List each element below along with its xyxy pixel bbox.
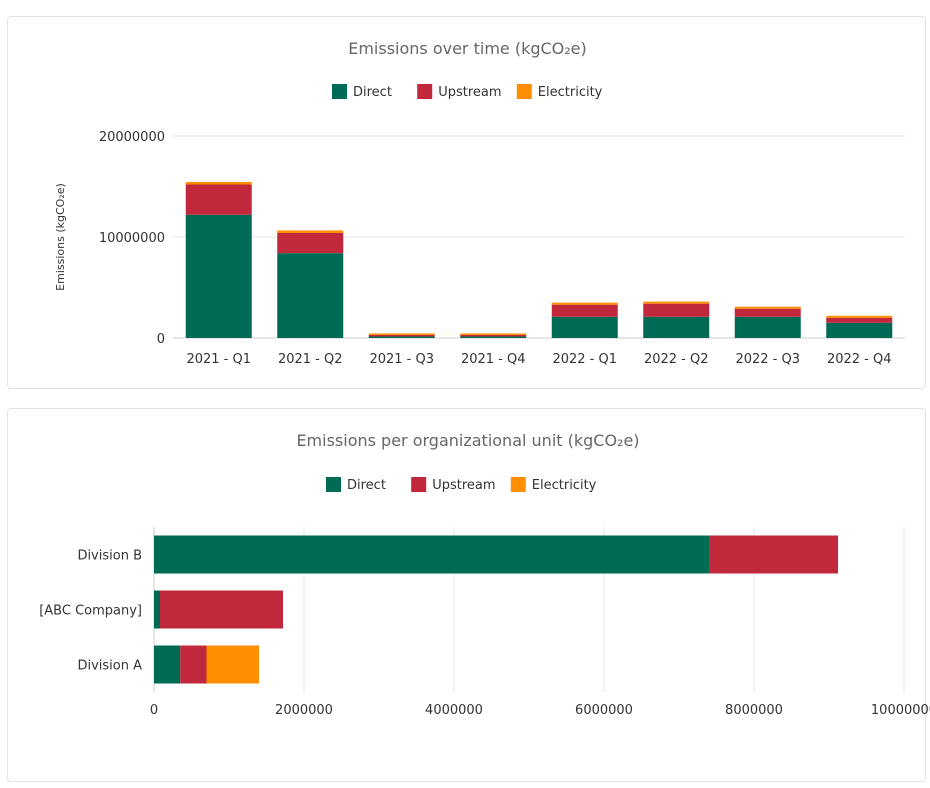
legend-swatch xyxy=(417,84,433,99)
x-tick-label: 0 xyxy=(150,703,158,718)
bar-upstream-2021-q2[interactable] xyxy=(277,232,344,254)
bar-upstream-abc-company[interactable] xyxy=(160,590,283,629)
chart-title: Emissions per organizational unit (kgCO₂… xyxy=(296,431,639,450)
bar-upstream-2021-q3[interactable] xyxy=(368,334,435,337)
bar-electricity-2021-q1[interactable] xyxy=(185,181,252,185)
bars xyxy=(154,535,838,684)
legend-item-upstream[interactable]: Upstream xyxy=(417,84,502,100)
bar-upstream-2022-q2[interactable] xyxy=(643,303,710,317)
bar-upstream-division-b[interactable] xyxy=(709,535,838,574)
bar-upstream-2022-q1[interactable] xyxy=(551,304,618,317)
bar-direct-2022-q4[interactable] xyxy=(826,322,893,338)
legend-swatch xyxy=(411,477,427,492)
legend-label: Direct xyxy=(347,478,386,493)
emissions-per-unit-card: Emissions per organizational unit (kgCO₂… xyxy=(7,408,930,782)
x-axis: 2021 - Q1 2021 - Q2 2021 - Q3 2021 - Q4 2022… xyxy=(186,352,891,367)
bar-direct-2021-q3[interactable] xyxy=(368,336,435,338)
y-axis: 0 10000000 20000000 xyxy=(99,130,165,347)
x-tick-label: 2021 - Q4 xyxy=(461,352,526,367)
x-tick-label: 2021 - Q2 xyxy=(278,352,343,367)
legend-item-upstream[interactable]: Upstream xyxy=(411,477,496,493)
bar-electricity-2021-q3[interactable] xyxy=(368,333,435,335)
emissions-over-time-chart: Emissions over time (kgCO₂e) Direct Upstre… xyxy=(54,39,905,367)
bar-direct-2022-q2[interactable] xyxy=(643,316,710,338)
bar-electricity-2021-q2[interactable] xyxy=(277,230,344,233)
bar-electricity-2021-q4[interactable] xyxy=(460,333,527,335)
y-tick-label: [ABC Company] xyxy=(39,604,142,619)
x-axis: 0 2000000 4000000 6000000 8000000 10000000 xyxy=(150,703,930,718)
emissions-per-unit-chart: Emissions per organizational unit (kgCO₂… xyxy=(39,431,930,718)
legend: Direct Upstream Electricity xyxy=(326,477,597,493)
legend-label: Direct xyxy=(353,85,392,100)
x-tick-label: 2022 - Q3 xyxy=(735,352,800,367)
y-tick-label: Division A xyxy=(77,659,142,674)
bar-direct-2021-q2[interactable] xyxy=(277,253,344,338)
bar-electricity-2022-q3[interactable] xyxy=(734,306,801,309)
bar-direct-2021-q4[interactable] xyxy=(460,336,527,338)
x-tick-label: 4000000 xyxy=(425,703,483,718)
x-tick-label: 8000000 xyxy=(725,703,783,718)
legend-label: Upstream xyxy=(438,85,501,100)
legend-label: Upstream xyxy=(432,478,495,493)
y-tick-label: 20000000 xyxy=(99,130,165,145)
y-axis-title: Emissions (kgCO₂e) xyxy=(54,183,67,291)
legend-label: Electricity xyxy=(532,478,597,493)
x-tick-label: 2021 - Q1 xyxy=(186,352,251,367)
bar-electricity-2022-q4[interactable] xyxy=(826,315,893,318)
bar-upstream-2021-q4[interactable] xyxy=(460,334,527,337)
bar-direct-2022-q3[interactable] xyxy=(734,316,801,338)
bars xyxy=(185,181,893,338)
x-tick-label: 2022 - Q1 xyxy=(552,352,617,367)
bar-electricity-2022-q1[interactable] xyxy=(551,302,618,305)
bar-upstream-division-a[interactable] xyxy=(180,645,207,684)
legend: Direct Upstream Electricity xyxy=(332,84,603,100)
x-tick-label: 2022 - Q2 xyxy=(644,352,709,367)
bar-upstream-2021-q1[interactable] xyxy=(185,184,252,215)
y-axis: Division B [ABC Company] Division A xyxy=(39,549,142,674)
x-tick-label: 2022 - Q4 xyxy=(827,352,892,367)
y-tick-label: 10000000 xyxy=(99,231,165,246)
bar-direct-division-a[interactable] xyxy=(154,645,181,684)
x-tick-label: 6000000 xyxy=(575,703,633,718)
y-tick-label: 0 xyxy=(157,332,165,347)
legend-item-direct[interactable]: Direct xyxy=(326,477,386,493)
legend-swatch xyxy=(516,84,532,99)
bar-upstream-2022-q3[interactable] xyxy=(734,308,801,317)
legend-item-electricity[interactable]: Electricity xyxy=(516,84,603,100)
legend-swatch xyxy=(326,477,341,492)
y-tick-label: Division B xyxy=(77,549,142,564)
legend-item-direct[interactable]: Direct xyxy=(332,84,392,100)
bar-electricity-division-a[interactable] xyxy=(206,645,260,684)
legend-swatch xyxy=(510,477,526,492)
chart-title: Emissions over time (kgCO₂e) xyxy=(348,39,587,58)
x-tick-label: 2021 - Q3 xyxy=(369,352,434,367)
bar-direct-division-b[interactable] xyxy=(154,535,709,574)
legend-swatch xyxy=(332,84,347,99)
x-tick-label: 2000000 xyxy=(275,703,333,718)
x-tick-label: 10000000 xyxy=(871,703,930,718)
emissions-over-time-card: Emissions over time (kgCO₂e) Direct Upstre… xyxy=(7,16,926,389)
bar-electricity-2022-q2[interactable] xyxy=(643,301,710,304)
bar-upstream-2022-q4[interactable] xyxy=(826,317,893,323)
bar-direct-2021-q1[interactable] xyxy=(185,214,252,338)
bar-direct-2022-q1[interactable] xyxy=(551,316,618,338)
bar-direct-abc-company[interactable] xyxy=(154,590,160,629)
legend-label: Electricity xyxy=(538,85,603,100)
legend-item-electricity[interactable]: Electricity xyxy=(510,477,597,493)
